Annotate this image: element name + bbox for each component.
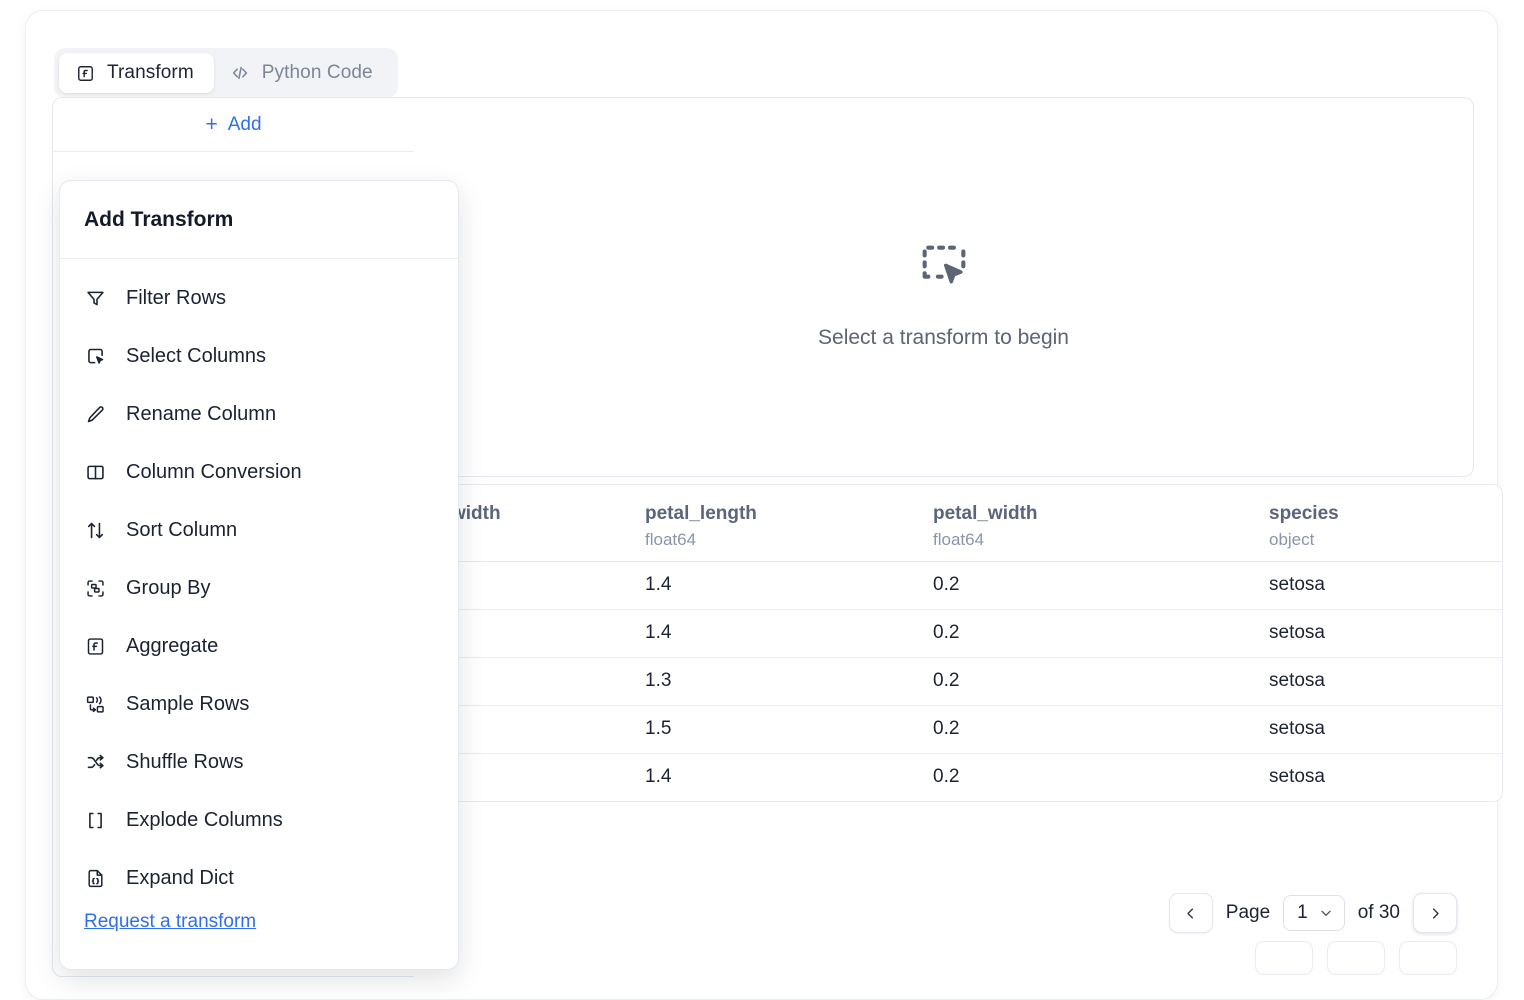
column-header-species[interactable]: species object xyxy=(1203,485,1502,562)
table-body: 1.4 0.2 setosa 1.4 0.2 setosa 1.3 0.2 se… xyxy=(415,561,1502,801)
column-header-petal-width[interactable]: petal_width float64 xyxy=(915,485,1203,562)
empty-state-text: Select a transform to begin xyxy=(818,326,1069,349)
tab-python-code-label: Python Code xyxy=(261,62,373,83)
cell-petal-length: 1.4 xyxy=(627,609,915,658)
table-header-row: width petal_length float64 petal_width f… xyxy=(415,485,1502,562)
menu-item-label: Sort Column xyxy=(126,518,238,541)
control-pill[interactable] xyxy=(1327,941,1385,975)
menu-item-label: Group By xyxy=(126,576,211,599)
table-row: 1.4 0.2 setosa xyxy=(415,561,1502,610)
column-header-petal-length[interactable]: petal_length float64 xyxy=(627,485,915,562)
page-select[interactable]: 1 xyxy=(1283,895,1345,931)
menu-item-label: Rename Column xyxy=(126,402,277,425)
menu-item-rename-column[interactable]: Rename Column xyxy=(60,385,458,443)
menu-item-label: Sample Rows xyxy=(126,692,250,715)
menu-item-column-conversion[interactable]: Column Conversion xyxy=(60,443,458,501)
menu-item-filter-rows[interactable]: Filter Rows xyxy=(60,269,458,327)
cell-species: setosa xyxy=(1203,561,1502,610)
square-brackets-icon xyxy=(84,809,106,831)
sort-arrows-icon xyxy=(84,519,106,541)
column-dtype: float64 xyxy=(645,530,697,549)
filter-icon xyxy=(84,287,106,309)
cell-petal-length: 1.4 xyxy=(627,561,915,610)
pagination-controls: Page 1 of 30 xyxy=(1168,893,1457,933)
select-cursor-icon xyxy=(915,238,973,296)
function-box-icon xyxy=(75,63,95,83)
menu-item-label: Expand Dict xyxy=(126,866,234,889)
menu-item-label: Aggregate xyxy=(126,634,219,657)
menu-item-shuffle-rows[interactable]: Shuffle Rows xyxy=(60,733,458,791)
cell-petal-width: 0.2 xyxy=(915,657,1203,706)
table-row: 1.4 0.2 setosa xyxy=(415,609,1502,658)
add-transform-menu: Add Transform Filter Rows Select Columns xyxy=(59,180,459,970)
secondary-controls-row xyxy=(1255,941,1457,975)
function-box-icon xyxy=(84,635,106,657)
menu-item-label: Shuffle Rows xyxy=(126,750,244,773)
menu-item-label: Explode Columns xyxy=(126,808,283,831)
next-page-button[interactable] xyxy=(1413,893,1457,933)
menu-item-group-by[interactable]: Group By xyxy=(60,559,458,617)
code-brackets-icon xyxy=(230,63,250,83)
add-transform-button[interactable]: + Add xyxy=(53,98,414,152)
cell-petal-width: 0.2 xyxy=(915,561,1203,610)
cell-species: setosa xyxy=(1203,657,1502,706)
transform-config-panel: Select a transform to begin xyxy=(414,97,1474,477)
file-braces-icon xyxy=(84,867,106,889)
menu-item-label: Column Conversion xyxy=(126,460,302,483)
column-name: species xyxy=(1269,503,1339,524)
control-pill[interactable] xyxy=(1399,941,1457,975)
cell-petal-length: 1.4 xyxy=(645,766,672,788)
table-row: 1.5 0.2 setosa xyxy=(415,705,1502,754)
view-mode-tabs: Transform Python Code xyxy=(54,48,398,98)
plus-icon: + xyxy=(205,113,218,136)
menu-item-select-columns[interactable]: Select Columns xyxy=(60,327,458,385)
group-by-icon xyxy=(84,577,106,599)
menu-item-label: Select Columns xyxy=(126,344,267,367)
tab-transform-label: Transform xyxy=(107,62,194,83)
previous-page-button[interactable] xyxy=(1168,893,1213,933)
cell-petal-width: 0.2 xyxy=(933,766,960,788)
tab-python-code[interactable]: Python Code xyxy=(214,53,393,93)
add-transform-menu-title: Add Transform xyxy=(60,181,458,259)
page-total-label: of 30 xyxy=(1357,902,1400,923)
page-select-value: 1 xyxy=(1297,902,1308,923)
page-label: Page xyxy=(1225,902,1271,923)
column-name: petal_length xyxy=(645,503,757,524)
pencil-icon xyxy=(84,403,106,425)
shuffle-icon xyxy=(84,751,106,773)
chevron-left-icon xyxy=(1183,906,1198,921)
sample-rows-icon xyxy=(84,693,106,715)
control-pill[interactable] xyxy=(1255,941,1313,975)
request-a-transform-link[interactable]: Request a transform xyxy=(84,911,257,932)
cell-species: setosa xyxy=(1269,766,1325,788)
columns-icon xyxy=(84,461,106,483)
menu-item-sample-rows[interactable]: Sample Rows xyxy=(60,675,458,733)
cell-petal-width: 0.2 xyxy=(915,705,1203,754)
chevron-right-icon xyxy=(1428,906,1443,921)
transform-app-card: Transform Python Code + Add xyxy=(25,10,1503,1000)
select-columns-icon xyxy=(84,345,106,367)
cell-petal-length: 1.5 xyxy=(627,705,915,754)
menu-item-sort-column[interactable]: Sort Column xyxy=(60,501,458,559)
cell-species: setosa xyxy=(1203,609,1502,658)
cell-petal-width: 0.2 xyxy=(915,609,1203,658)
cell-species: setosa xyxy=(1203,705,1502,754)
table-row: 1.4 0.2 setosa xyxy=(415,753,1502,801)
table-row: 1.3 0.2 setosa xyxy=(415,657,1502,706)
data-preview-table: width petal_length float64 petal_width f… xyxy=(414,484,1503,802)
cell-petal-length: 1.3 xyxy=(627,657,915,706)
menu-item-label: Filter Rows xyxy=(126,286,227,309)
add-transform-label: Add xyxy=(227,113,262,135)
menu-item-expand-dict[interactable]: Expand Dict xyxy=(60,849,458,907)
column-name: petal_width xyxy=(933,503,1038,524)
column-name: width xyxy=(451,503,501,524)
add-transform-menu-list: Filter Rows Select Columns Rename C xyxy=(60,259,458,907)
tab-transform[interactable]: Transform xyxy=(59,53,214,93)
menu-item-explode-columns[interactable]: Explode Columns xyxy=(60,791,458,849)
chevron-down-icon xyxy=(1318,905,1334,921)
empty-state: Select a transform to begin xyxy=(414,238,1473,350)
column-dtype: object xyxy=(1269,530,1315,549)
column-dtype: float64 xyxy=(933,530,985,549)
menu-item-aggregate[interactable]: Aggregate xyxy=(60,617,458,675)
